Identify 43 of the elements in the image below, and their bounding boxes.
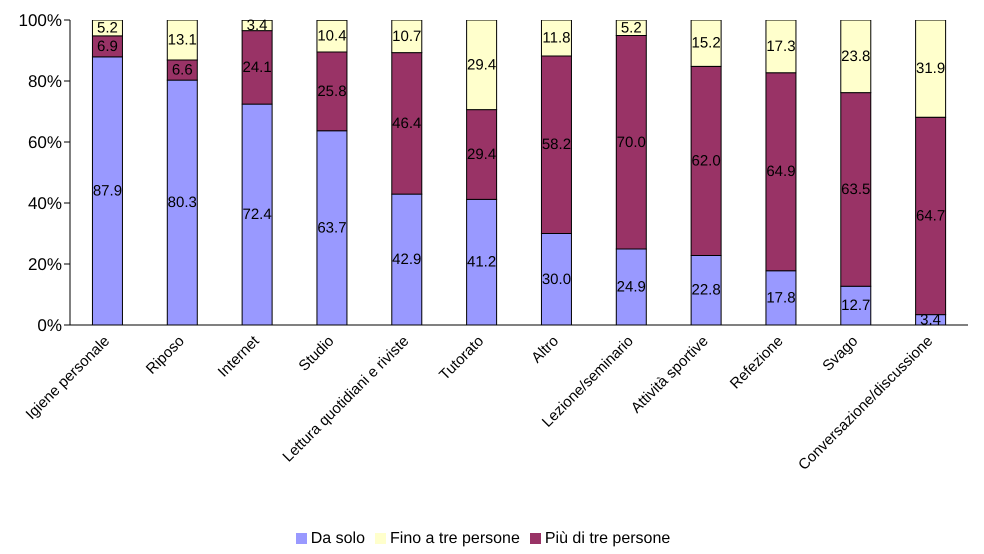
data-label: 29.4	[467, 56, 496, 74]
data-label: 12.7	[841, 297, 870, 314]
data-label: 23.8	[841, 48, 870, 65]
data-label: 25.8	[317, 82, 347, 100]
data-label: 63.7	[317, 219, 347, 236]
data-label: 62.0	[692, 152, 721, 170]
data-label: 42.9	[392, 251, 422, 268]
data-label: 29.4	[467, 146, 496, 164]
data-label: 24.9	[616, 278, 646, 296]
y-tick-label: 80%	[28, 72, 62, 92]
data-label: 22.8	[692, 282, 721, 299]
data-label: 13.1	[168, 31, 197, 48]
y-tick-label: 20%	[28, 255, 62, 274]
legend-label: Più di tre persone	[544, 530, 670, 547]
y-tick-label: 0%	[37, 316, 62, 336]
data-label: 64.7	[916, 207, 946, 224]
data-label: 46.4	[392, 114, 422, 132]
data-label: 15.2	[692, 34, 721, 52]
y-tick-label: 100%	[18, 11, 62, 30]
legend-label: Da solo	[310, 530, 365, 547]
data-label: 72.4	[242, 206, 272, 224]
y-tick-label: 40%	[28, 194, 62, 214]
data-label: 80.3	[168, 194, 197, 212]
data-label: 30.0	[542, 270, 572, 288]
data-label: 10.4	[317, 28, 347, 45]
data-label: 5.2	[97, 19, 118, 36]
data-label: 17.3	[766, 38, 796, 55]
data-label: 70.0	[616, 134, 646, 151]
data-label: 64.9	[766, 163, 796, 180]
legend-label: Fino a tre persone	[390, 530, 520, 547]
y-tick-label: 60%	[28, 133, 62, 152]
data-label: 63.5	[841, 180, 870, 198]
data-label: 31.9	[916, 60, 946, 78]
data-label: 11.8	[542, 29, 570, 46]
data-label: 87.9	[92, 182, 122, 200]
data-label: 6.9	[97, 38, 118, 55]
data-label: 6.6	[172, 62, 193, 79]
data-label: 10.7	[392, 28, 422, 45]
data-label: 5.2	[620, 19, 642, 36]
data-label: 24.1	[242, 58, 272, 76]
data-label: 58.2	[542, 136, 572, 154]
data-label: 17.8	[766, 289, 796, 306]
data-label: 41.2	[467, 254, 496, 271]
